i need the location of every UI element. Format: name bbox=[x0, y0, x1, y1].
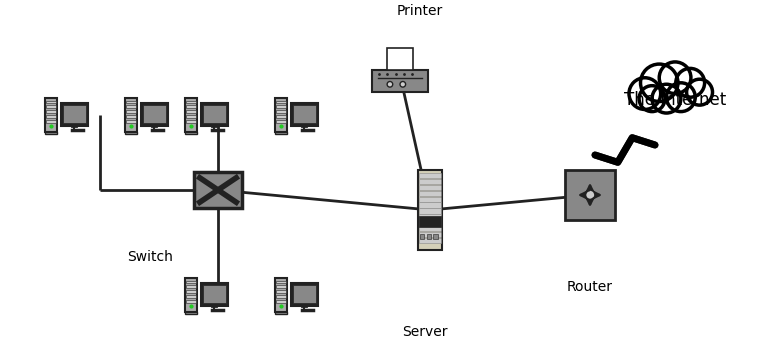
Polygon shape bbox=[126, 120, 136, 122]
Circle shape bbox=[639, 86, 665, 112]
Polygon shape bbox=[46, 105, 56, 108]
Polygon shape bbox=[186, 295, 196, 298]
Circle shape bbox=[387, 82, 392, 87]
Polygon shape bbox=[291, 103, 318, 126]
Polygon shape bbox=[419, 232, 441, 237]
Polygon shape bbox=[419, 196, 441, 202]
Circle shape bbox=[676, 68, 704, 97]
Polygon shape bbox=[186, 286, 196, 288]
Text: The Internet: The Internet bbox=[624, 91, 726, 109]
Polygon shape bbox=[186, 105, 196, 108]
Polygon shape bbox=[276, 110, 286, 113]
Polygon shape bbox=[143, 105, 166, 123]
Polygon shape bbox=[419, 214, 441, 219]
Polygon shape bbox=[420, 234, 424, 239]
Polygon shape bbox=[418, 170, 442, 249]
Polygon shape bbox=[275, 278, 286, 312]
Polygon shape bbox=[291, 283, 318, 306]
Polygon shape bbox=[126, 101, 136, 103]
Polygon shape bbox=[185, 98, 197, 132]
Polygon shape bbox=[419, 208, 441, 214]
Polygon shape bbox=[276, 300, 286, 303]
Polygon shape bbox=[419, 226, 441, 231]
Polygon shape bbox=[201, 103, 228, 126]
Polygon shape bbox=[186, 290, 196, 293]
Polygon shape bbox=[186, 101, 196, 103]
Polygon shape bbox=[61, 103, 88, 126]
Circle shape bbox=[652, 84, 681, 113]
Polygon shape bbox=[419, 238, 441, 243]
Polygon shape bbox=[201, 283, 228, 306]
Polygon shape bbox=[46, 101, 56, 103]
Polygon shape bbox=[126, 105, 136, 108]
Polygon shape bbox=[125, 98, 137, 132]
Polygon shape bbox=[276, 290, 286, 293]
Polygon shape bbox=[433, 234, 438, 239]
Polygon shape bbox=[276, 115, 286, 118]
Polygon shape bbox=[203, 284, 227, 303]
Polygon shape bbox=[293, 105, 316, 123]
Polygon shape bbox=[126, 115, 136, 118]
Circle shape bbox=[641, 64, 678, 101]
Polygon shape bbox=[126, 110, 136, 113]
Polygon shape bbox=[276, 280, 286, 283]
Polygon shape bbox=[124, 132, 137, 135]
Polygon shape bbox=[46, 120, 56, 122]
Polygon shape bbox=[194, 172, 242, 208]
Circle shape bbox=[629, 78, 660, 109]
Polygon shape bbox=[186, 280, 196, 283]
Polygon shape bbox=[63, 105, 86, 123]
Polygon shape bbox=[293, 284, 316, 303]
Polygon shape bbox=[46, 115, 56, 118]
Polygon shape bbox=[275, 132, 287, 135]
Text: Printer: Printer bbox=[397, 4, 443, 18]
Polygon shape bbox=[186, 120, 196, 122]
Polygon shape bbox=[565, 170, 615, 220]
Polygon shape bbox=[419, 216, 441, 227]
Polygon shape bbox=[203, 105, 227, 123]
Circle shape bbox=[667, 83, 695, 112]
Polygon shape bbox=[426, 234, 431, 239]
Polygon shape bbox=[387, 48, 412, 70]
Polygon shape bbox=[46, 110, 56, 113]
Polygon shape bbox=[276, 295, 286, 298]
Circle shape bbox=[687, 79, 713, 105]
Text: Router: Router bbox=[567, 280, 613, 294]
Polygon shape bbox=[186, 300, 196, 303]
Circle shape bbox=[585, 190, 595, 200]
Polygon shape bbox=[419, 191, 441, 196]
Polygon shape bbox=[275, 312, 287, 314]
Polygon shape bbox=[184, 312, 197, 314]
Polygon shape bbox=[141, 103, 167, 126]
Polygon shape bbox=[276, 120, 286, 122]
Polygon shape bbox=[45, 98, 57, 132]
Polygon shape bbox=[419, 179, 441, 184]
Polygon shape bbox=[372, 70, 428, 92]
Polygon shape bbox=[275, 98, 286, 132]
Polygon shape bbox=[276, 286, 286, 288]
Text: Server: Server bbox=[402, 325, 448, 339]
Circle shape bbox=[659, 62, 691, 93]
Polygon shape bbox=[184, 132, 197, 135]
Text: Switch: Switch bbox=[127, 250, 173, 264]
Polygon shape bbox=[276, 105, 286, 108]
Polygon shape bbox=[419, 203, 441, 208]
Polygon shape bbox=[419, 173, 441, 178]
Polygon shape bbox=[45, 132, 57, 135]
Polygon shape bbox=[419, 220, 441, 225]
Polygon shape bbox=[186, 110, 196, 113]
Polygon shape bbox=[276, 101, 286, 103]
Polygon shape bbox=[419, 185, 441, 190]
Polygon shape bbox=[185, 278, 197, 312]
Polygon shape bbox=[186, 115, 196, 118]
Circle shape bbox=[400, 82, 406, 87]
